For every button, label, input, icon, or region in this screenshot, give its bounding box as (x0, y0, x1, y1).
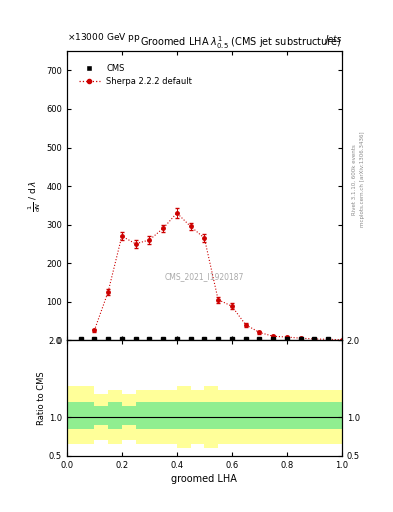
Y-axis label: Ratio to CMS: Ratio to CMS (37, 371, 46, 425)
Text: CMS_2021_I1920187: CMS_2021_I1920187 (165, 272, 244, 281)
CMS (216, 336, 220, 343)
CMS (271, 336, 275, 343)
X-axis label: groomed LHA: groomed LHA (171, 474, 237, 484)
Text: Rivet 3.1.10, 600k events: Rivet 3.1.10, 600k events (352, 144, 357, 215)
Text: $\times$13000 GeV pp: $\times$13000 GeV pp (67, 31, 140, 44)
CMS (298, 336, 303, 343)
CMS (106, 336, 110, 343)
Text: Groomed LHA $\lambda^{1}_{0.5}$ (CMS jet substructure): Groomed LHA $\lambda^{1}_{0.5}$ (CMS jet… (140, 34, 342, 51)
CMS (174, 336, 179, 343)
CMS (243, 336, 248, 343)
Line: CMS: CMS (79, 337, 330, 341)
CMS (119, 336, 124, 343)
CMS (230, 336, 234, 343)
Text: Jets: Jets (325, 34, 342, 44)
Legend: CMS, Sherpa 2.2.2 default: CMS, Sherpa 2.2.2 default (77, 61, 195, 88)
CMS (312, 336, 317, 343)
Y-axis label: $\frac{1}{\mathrm{d}N}$ / $\mathrm{d}\,\lambda$: $\frac{1}{\mathrm{d}N}$ / $\mathrm{d}\,\… (27, 180, 43, 212)
CMS (257, 336, 262, 343)
CMS (78, 336, 83, 343)
CMS (92, 336, 97, 343)
CMS (161, 336, 165, 343)
Text: mcplots.cern.ch [arXiv:1306.3436]: mcplots.cern.ch [arXiv:1306.3436] (360, 132, 365, 227)
CMS (326, 336, 331, 343)
CMS (188, 336, 193, 343)
CMS (147, 336, 152, 343)
CMS (202, 336, 207, 343)
CMS (285, 336, 289, 343)
CMS (133, 336, 138, 343)
